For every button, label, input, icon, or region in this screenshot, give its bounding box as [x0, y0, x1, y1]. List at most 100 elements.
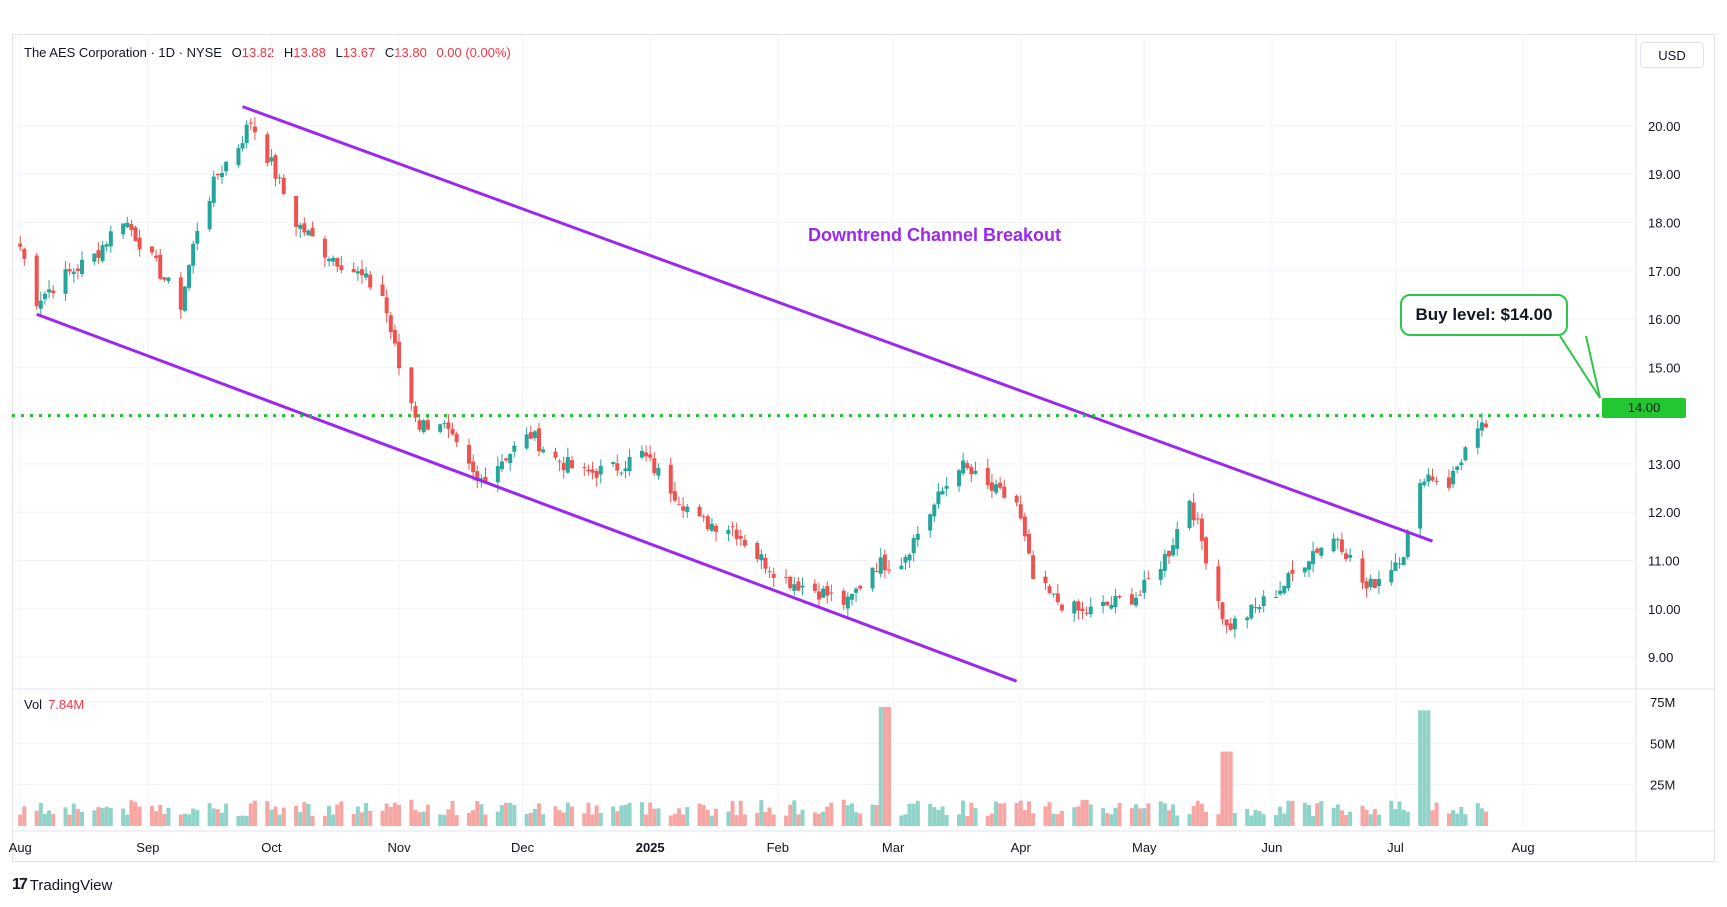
tradingview-logo-icon: 17	[12, 876, 28, 893]
volume-bar	[681, 814, 686, 826]
time-tick-label: Dec	[511, 840, 535, 855]
callout-pointer	[1559, 335, 1601, 399]
volume-bar	[252, 800, 257, 826]
volume-bar	[668, 815, 673, 826]
time-axis[interactable]: Aug Sep Oct Nov Dec 2025 Feb Mar Apr May Jun Jul Aug	[9, 840, 1535, 855]
candle-body	[1319, 547, 1324, 556]
candle-body	[800, 585, 805, 588]
volume-bar	[1191, 805, 1196, 826]
buy-level-callout[interactable]: Buy level: $14.00	[1400, 294, 1568, 336]
volume-bar	[364, 802, 369, 826]
candle-body	[598, 465, 603, 475]
volume-bar	[1232, 812, 1237, 826]
candle-body	[1088, 606, 1093, 615]
volume-bar	[936, 810, 941, 826]
low-value: 13.67	[342, 45, 376, 60]
candle-body	[512, 445, 517, 452]
volume-bar	[1364, 809, 1369, 826]
candle-body	[108, 231, 113, 247]
volume-bar	[322, 815, 327, 826]
symbol-title[interactable]: The AES Corporation · 1D · NYSE	[24, 45, 222, 60]
candle-body	[450, 428, 455, 435]
candle-body	[771, 573, 776, 578]
candle-body	[858, 585, 863, 589]
candle-body	[1158, 569, 1163, 580]
candle-body	[1459, 462, 1464, 466]
candle-body	[244, 124, 249, 144]
candle-body	[224, 161, 229, 172]
volume-bar	[767, 807, 772, 826]
volume-bar	[886, 706, 891, 826]
drawing-overlays	[12, 105, 1636, 683]
candle-body	[306, 230, 311, 236]
candle-body	[34, 255, 39, 307]
volume-bar	[240, 815, 245, 826]
price-axis[interactable]: 20.00 19.00 18.00 17.00 16.00 15.00 13.00 12.00…	[1648, 119, 1681, 665]
volume-bar	[969, 802, 974, 826]
candle-body	[1475, 428, 1480, 448]
candle-body	[310, 227, 315, 237]
volume-bar	[932, 807, 937, 826]
volume-bar	[1080, 800, 1085, 826]
volume-bar	[940, 806, 945, 826]
volume-bar	[586, 802, 591, 826]
volume-bar	[994, 801, 999, 826]
candle-body	[240, 143, 245, 149]
volume-bar	[475, 801, 480, 826]
candle-body	[191, 243, 196, 266]
candle-body	[495, 466, 500, 483]
volume-bar	[734, 815, 739, 826]
volume-bar	[454, 814, 459, 826]
candle-body	[273, 155, 278, 179]
volume-bar	[154, 811, 159, 826]
volume-bar	[553, 806, 558, 826]
volume-bar	[878, 706, 883, 826]
candle-body	[792, 584, 797, 591]
level-price-tag: 14.00	[1602, 398, 1686, 418]
price-tick-label: 9.00	[1648, 650, 1673, 665]
channel-annotation[interactable]: Downtrend Channel Breakout	[808, 225, 1062, 245]
candle-body	[47, 289, 52, 293]
candle-body	[961, 460, 966, 474]
candle-body	[162, 277, 167, 280]
candle-body	[1171, 545, 1176, 556]
volume-bar	[1129, 808, 1134, 826]
candle-body	[1146, 578, 1151, 580]
candle-body	[467, 444, 472, 464]
candle-body	[1376, 578, 1381, 586]
candle-body	[656, 467, 661, 476]
volume-bar	[1306, 805, 1311, 826]
candle-body	[705, 516, 710, 530]
volume-bar	[915, 800, 920, 826]
volume-bar	[1311, 816, 1316, 826]
volume-bar	[845, 805, 850, 826]
volume-bar	[1389, 800, 1394, 826]
candle-body	[886, 569, 891, 571]
candle-body	[121, 223, 126, 235]
volume-bar	[1059, 810, 1064, 826]
volume-bar	[1446, 813, 1451, 826]
candle-body	[561, 462, 566, 471]
volume-bar	[125, 814, 130, 826]
candle-body	[158, 254, 163, 279]
candle-body	[989, 482, 994, 491]
volume-bar	[1484, 811, 1489, 826]
tradingview-brand[interactable]: 17 TradingView	[12, 876, 112, 894]
candle-body	[327, 258, 332, 262]
volume-bar	[1249, 815, 1254, 826]
candle-body	[149, 246, 154, 253]
volume-bar	[67, 814, 72, 826]
candle-body	[499, 461, 504, 470]
currency-selector[interactable]: USD	[1640, 42, 1704, 68]
candle-body	[639, 450, 644, 458]
volume-bar	[47, 810, 52, 826]
volume-bar	[1455, 813, 1460, 826]
candle-body	[104, 244, 109, 247]
volume-bar	[989, 813, 994, 826]
candle-body	[1187, 500, 1192, 529]
candle-body	[994, 484, 999, 493]
volume-bar	[841, 799, 846, 826]
volume-bar	[677, 808, 682, 826]
candle-body	[796, 581, 801, 591]
